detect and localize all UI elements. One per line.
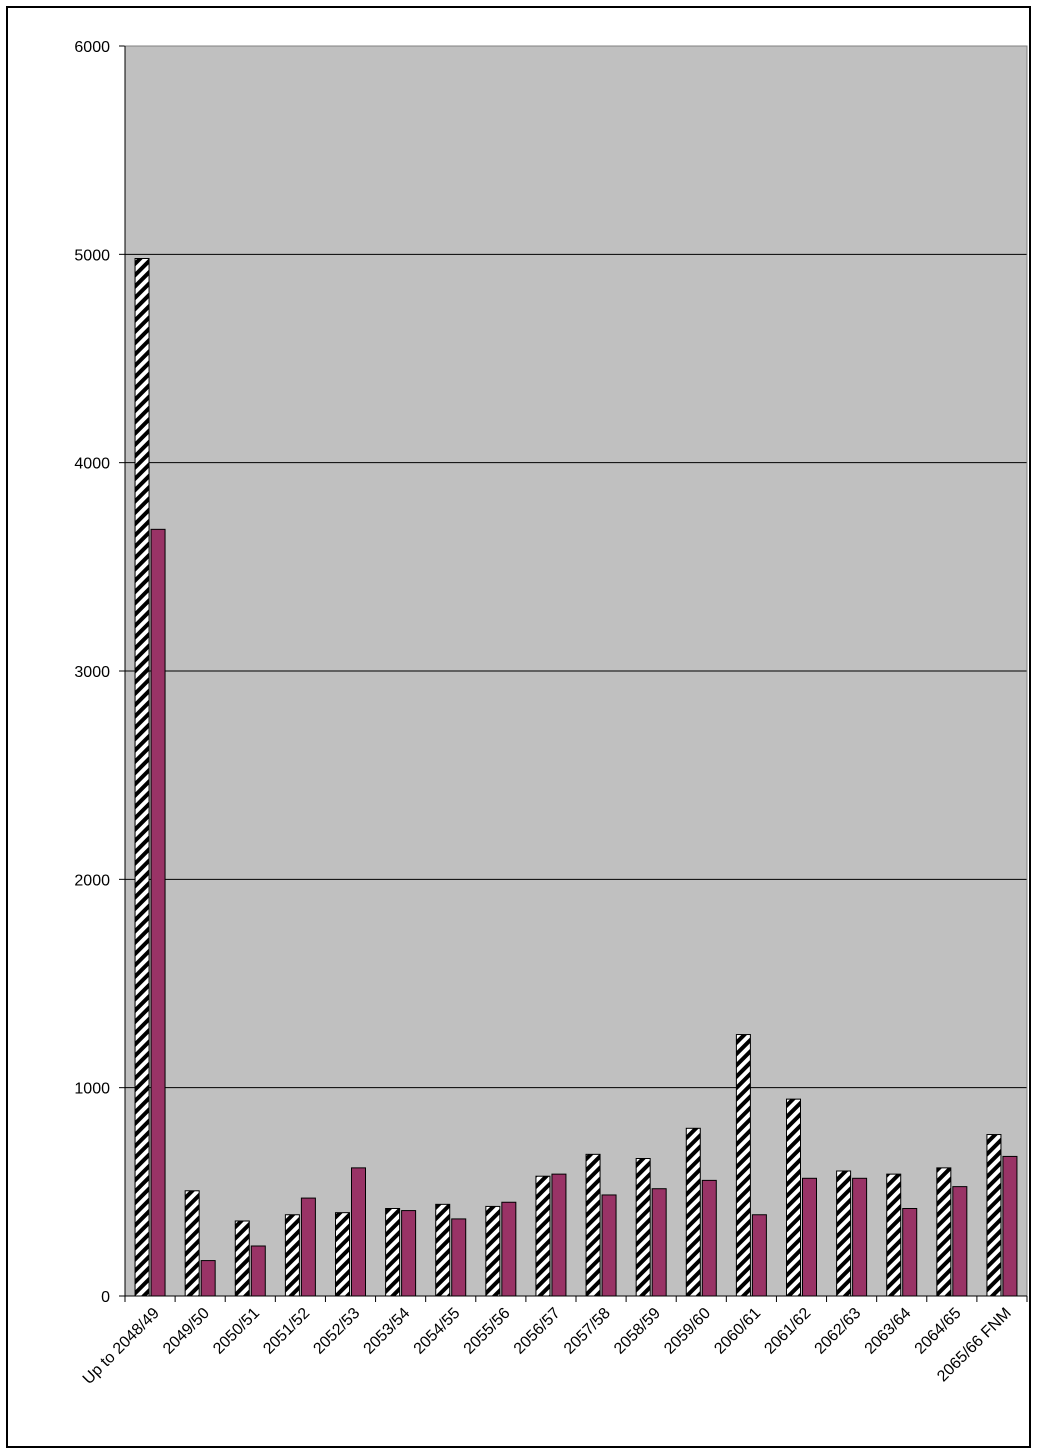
x-tick-label: 2051/52 xyxy=(260,1305,313,1358)
bar-series-2 xyxy=(1002,1155,1018,1297)
bar-series-2 xyxy=(401,1210,417,1297)
bar-series-1 xyxy=(184,1190,200,1297)
bar-series-2 xyxy=(902,1208,918,1297)
x-tick-label: 2049/50 xyxy=(160,1305,213,1358)
x-tick-label: 2062/63 xyxy=(812,1305,865,1358)
x-tick-label: 2052/53 xyxy=(310,1305,363,1358)
x-tick-label: 2057/58 xyxy=(561,1305,614,1358)
bar-series-1 xyxy=(685,1127,701,1297)
y-tick-label: 6000 xyxy=(74,39,110,56)
bar-series-2 xyxy=(701,1179,717,1297)
bar-series-1 xyxy=(435,1203,451,1297)
bar-series-2 xyxy=(852,1177,868,1297)
bar-series-1 xyxy=(585,1153,601,1297)
x-tick-label: Up to 2048/49 xyxy=(80,1305,163,1388)
x-tick-label: 2053/54 xyxy=(361,1305,414,1358)
bar-series-2 xyxy=(952,1186,968,1297)
bar-series-2 xyxy=(200,1260,216,1297)
x-tick-label: 2056/57 xyxy=(511,1305,564,1358)
bar-series-1 xyxy=(635,1158,651,1297)
y-tick-label: 1000 xyxy=(74,1081,110,1098)
bar-series-1 xyxy=(986,1134,1002,1297)
bar-series-1 xyxy=(886,1173,902,1297)
bars xyxy=(134,258,1018,1297)
bar-series-1 xyxy=(735,1034,751,1297)
x-tick-label: 2059/60 xyxy=(661,1305,714,1358)
bar-series-2 xyxy=(751,1214,767,1297)
y-tick-label: 3000 xyxy=(74,664,110,681)
bar-series-1 xyxy=(836,1170,852,1297)
y-tick-label: 5000 xyxy=(74,247,110,264)
x-tick-label: 2060/61 xyxy=(711,1305,764,1358)
y-tick-label: 0 xyxy=(101,1289,110,1306)
x-tick-label: 2050/51 xyxy=(210,1305,263,1358)
bar-series-2 xyxy=(250,1245,266,1297)
bar-series-2 xyxy=(451,1218,467,1297)
bar-series-1 xyxy=(234,1220,250,1297)
bar-series-1 xyxy=(535,1175,551,1297)
bar-series-1 xyxy=(385,1208,401,1297)
bar-series-2 xyxy=(501,1201,517,1297)
bar-series-1 xyxy=(284,1214,300,1297)
bar-series-1 xyxy=(335,1212,350,1297)
y-tick-label: 4000 xyxy=(74,456,110,473)
x-tick-label: 2055/56 xyxy=(461,1305,514,1358)
bar-series-2 xyxy=(802,1177,817,1297)
x-tick-label: 2063/64 xyxy=(862,1305,915,1358)
x-tick-label: 2054/55 xyxy=(411,1305,464,1358)
bar-series-2 xyxy=(651,1188,667,1297)
bar-series-2 xyxy=(300,1197,316,1297)
x-tick-label: 2061/62 xyxy=(761,1305,814,1358)
bar-series-1 xyxy=(134,258,150,1297)
bar-series-1 xyxy=(485,1205,501,1297)
bar-series-2 xyxy=(351,1167,366,1297)
bar-series-2 xyxy=(601,1194,617,1297)
x-tick-label: 2058/59 xyxy=(611,1305,664,1358)
bar-series-1 xyxy=(786,1098,801,1297)
y-tick-label: 2000 xyxy=(74,872,110,889)
bar-series-2 xyxy=(551,1173,567,1297)
axes xyxy=(119,45,1028,1302)
bar-series-2 xyxy=(150,528,166,1297)
bar-series-1 xyxy=(936,1167,952,1297)
